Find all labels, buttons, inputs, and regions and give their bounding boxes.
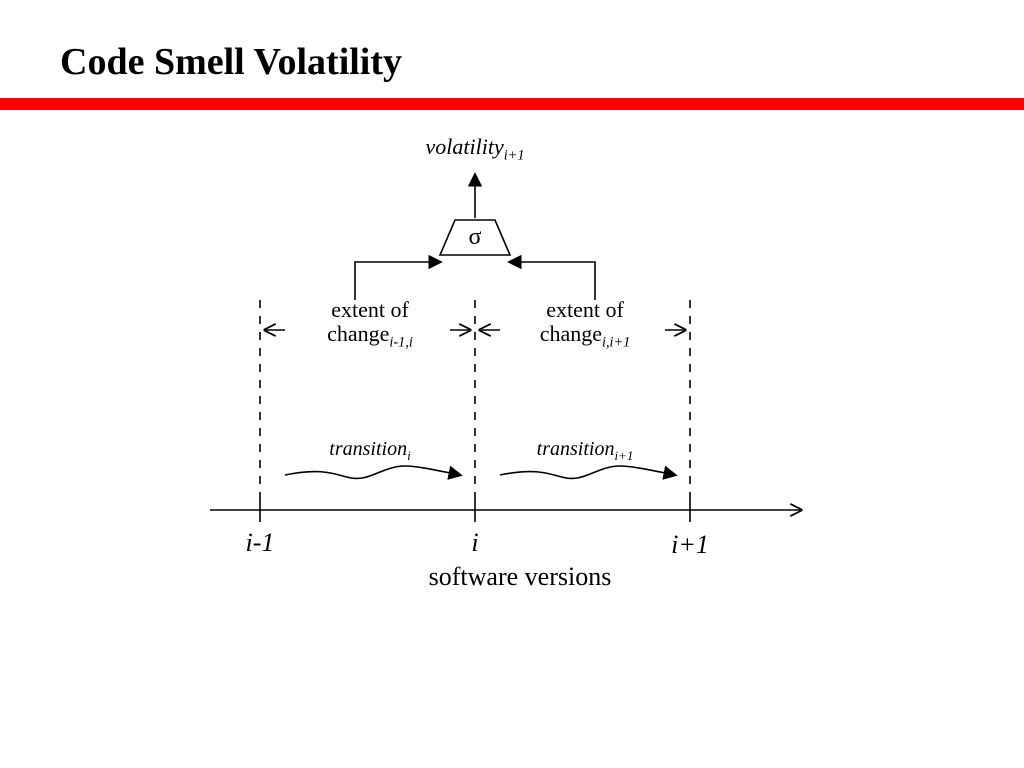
extent-left-label: extent of changei-1,i: [285, 298, 455, 351]
sigma-symbol: σ: [455, 224, 495, 251]
transition-right-label: transitioni+1: [500, 438, 670, 464]
extent-right-label: extent of changei,i+1: [500, 298, 670, 351]
axis-label: software versions: [380, 562, 660, 592]
transition-left-label: transitioni: [285, 438, 455, 464]
tick-label: i-1: [230, 528, 290, 558]
volatility-diagram: volatilityi+1 σ extent of changei-1,i ex…: [200, 140, 840, 640]
tick-label: i+1: [660, 530, 720, 560]
tick-label: i: [455, 528, 495, 558]
volatility-label: volatilityi+1: [415, 134, 535, 164]
slide-title: Code Smell Volatility: [60, 40, 402, 84]
accent-rule: [0, 98, 1024, 110]
